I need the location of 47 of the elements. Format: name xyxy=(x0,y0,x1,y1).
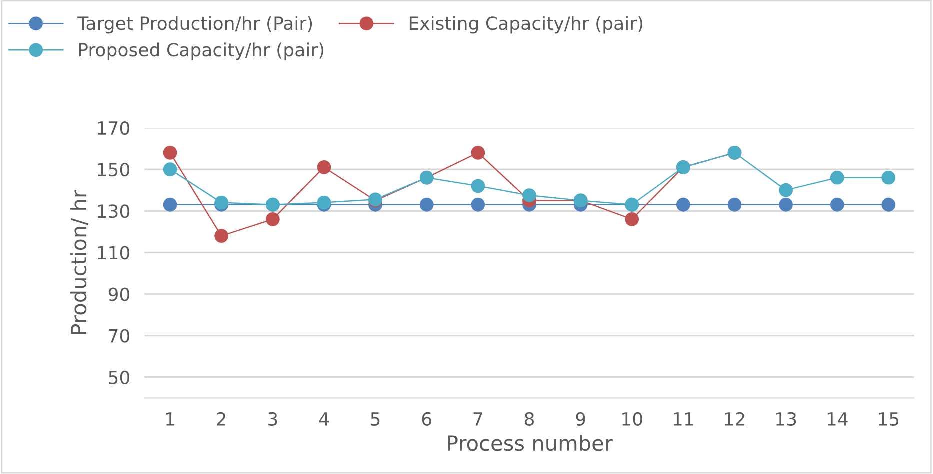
point xyxy=(779,198,793,212)
point xyxy=(163,146,178,160)
x-tick-label: 15 xyxy=(879,412,899,426)
point xyxy=(266,212,280,226)
x-tick-label: 7 xyxy=(474,412,482,426)
point xyxy=(830,170,844,185)
x-axis-title: Process number xyxy=(448,435,613,452)
point xyxy=(163,162,178,176)
x-tick-label: 10 xyxy=(622,412,642,426)
y-axis-title: Production/ hr xyxy=(70,190,88,334)
point xyxy=(625,212,640,226)
x-tick-label: 1 xyxy=(166,412,174,426)
x-tick-label: 12 xyxy=(725,412,744,426)
x-tick-label: 5 xyxy=(371,412,380,426)
point xyxy=(728,198,742,212)
x-tick-label: 11 xyxy=(674,412,694,426)
point xyxy=(676,198,690,212)
y-tick-label: 150 xyxy=(98,163,130,177)
x-tick-label: 13 xyxy=(776,412,796,426)
x-tick-label: 3 xyxy=(268,412,278,426)
point xyxy=(163,198,178,212)
point xyxy=(882,170,896,185)
y-tick-label: 50 xyxy=(109,370,130,384)
point xyxy=(214,229,229,243)
point xyxy=(471,179,486,194)
x-tick-label: 2 xyxy=(217,412,226,426)
legend-label: Existing Capacity/hr (pair) xyxy=(410,16,643,34)
point xyxy=(317,160,332,174)
y-tick-label: 110 xyxy=(98,246,130,260)
y-tick-label: 70 xyxy=(109,329,130,343)
point xyxy=(882,198,896,212)
x-tick-label: 6 xyxy=(422,412,432,426)
x-tick-label: 8 xyxy=(524,412,534,426)
point xyxy=(471,198,486,212)
point xyxy=(522,188,536,202)
point xyxy=(779,183,793,198)
point xyxy=(420,198,434,212)
legend-label: Proposed Capacity/hr (pair) xyxy=(79,42,324,60)
x-tick-label: 9 xyxy=(576,412,586,426)
y-tick-label: 170 xyxy=(98,121,130,136)
x-tick-label: 4 xyxy=(319,412,329,426)
point xyxy=(830,198,844,212)
x-tick-label: 14 xyxy=(828,412,848,426)
point xyxy=(471,146,486,160)
y-tick-label: 90 xyxy=(108,288,130,302)
legend-label: Target Production/hr (Pair) xyxy=(78,16,312,34)
y-tick-label: 130 xyxy=(98,204,130,218)
